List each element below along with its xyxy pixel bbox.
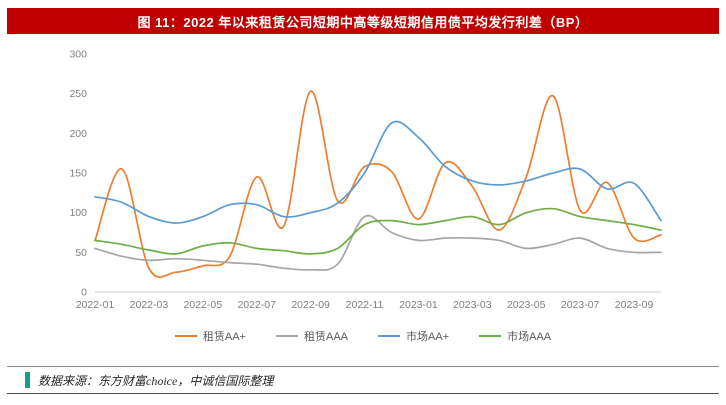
chart: 0 50 100 150 200 250 300 2022-01 2022-03 2022-05 2… <box>43 40 683 344</box>
svg-text:2023-07: 2023-07 <box>561 299 600 311</box>
legend-item-4: 市场AAA <box>479 328 551 344</box>
legend-swatch <box>174 335 197 337</box>
line-chart-svg: 0 50 100 150 200 250 300 2022-01 2022-03 2022-05 2… <box>69 49 662 311</box>
legend-label: 市场AAA <box>507 331 552 343</box>
svg-text:2023-05: 2023-05 <box>507 299 546 311</box>
legend-swatch <box>275 335 298 337</box>
legend-item-3: 市场AA+ <box>378 328 449 344</box>
figure-title: 图 11：2022 年以来租赁公司短期中高等级短期信用债平均发行利差（BP） <box>137 14 589 30</box>
legend-label: 租赁AAA <box>303 331 348 343</box>
svg-text:2022-07: 2022-07 <box>237 299 276 311</box>
source-text: 数据来源：东方财富choice，中诚信国际整理 <box>38 373 274 388</box>
legend-swatch <box>378 335 400 337</box>
chart-legend: 租赁AA+ 租赁AAA 市场AA+ 市场AAA <box>43 328 683 344</box>
legend-item-2: 租赁AAA <box>275 328 348 344</box>
svg-text:2022-05: 2022-05 <box>184 299 223 311</box>
svg-text:250: 250 <box>69 88 87 100</box>
source-footer: 数据来源：东方财富choice，中诚信国际整理 <box>7 366 719 394</box>
svg-text:300: 300 <box>69 49 87 61</box>
legend-label: 租赁AA+ <box>202 331 246 343</box>
svg-text:2023-03: 2023-03 <box>453 299 492 311</box>
legend-item-1: 租赁AA+ <box>174 328 246 344</box>
svg-text:2022-11: 2022-11 <box>346 299 384 311</box>
svg-text:2023-09: 2023-09 <box>615 299 654 311</box>
svg-text:200: 200 <box>69 128 87 140</box>
svg-text:0: 0 <box>81 287 87 299</box>
svg-text:50: 50 <box>75 247 87 259</box>
legend-swatch <box>479 335 502 337</box>
svg-text:2022-03: 2022-03 <box>130 299 169 311</box>
figure-title-bar: 图 11：2022 年以来租赁公司短期中高等级短期信用债平均发行利差（BP） <box>7 8 719 34</box>
svg-text:100: 100 <box>69 207 87 219</box>
source-accent-bar <box>25 372 30 388</box>
legend-label: 市场AA+ <box>406 331 450 343</box>
svg-text:2023-01: 2023-01 <box>399 299 438 311</box>
svg-text:150: 150 <box>69 168 87 180</box>
svg-text:2022-01: 2022-01 <box>76 299 115 311</box>
svg-text:2022-09: 2022-09 <box>291 299 330 311</box>
